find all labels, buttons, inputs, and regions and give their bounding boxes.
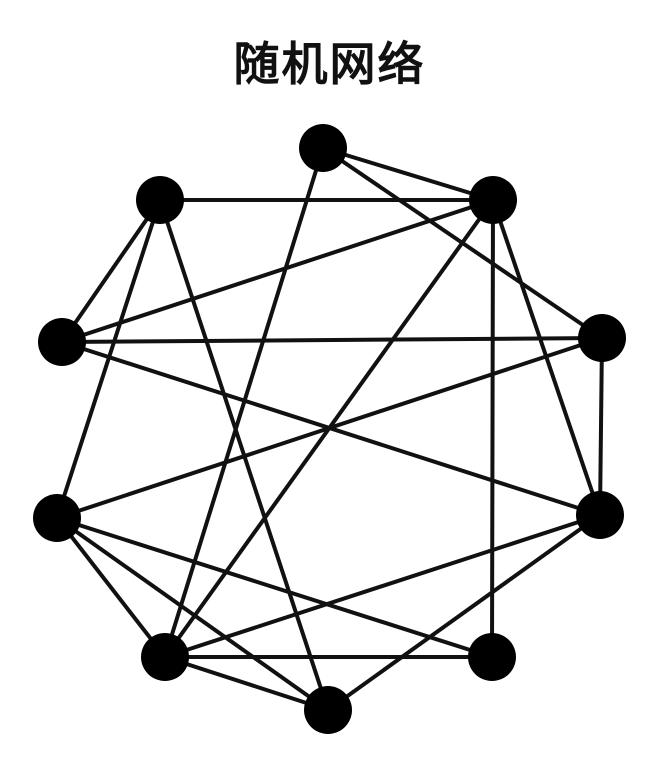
edges-layer bbox=[55, 146, 604, 712]
edge-upper-right--bottom-right bbox=[490, 198, 495, 659]
edge-mid-right--lower-right bbox=[598, 336, 604, 517]
nodes-layer bbox=[33, 124, 626, 734]
edge-lower-left--bottom-left bbox=[55, 516, 167, 659]
diagram-title: 随机网络 bbox=[233, 37, 426, 91]
node-top bbox=[299, 124, 347, 172]
edge-mid-right--lower-left bbox=[55, 336, 604, 520]
edge-upper-left--mid-left bbox=[60, 198, 162, 344]
node-mid-left bbox=[38, 318, 86, 366]
edge-lower-left--bottom-right bbox=[55, 516, 494, 659]
edge-lower-left--bottom bbox=[55, 516, 330, 712]
edge-upper-right--mid-left bbox=[60, 198, 495, 344]
node-upper-right bbox=[469, 176, 517, 224]
edge-lower-right--bottom bbox=[326, 513, 602, 712]
node-lower-right bbox=[576, 491, 624, 539]
edge-lower-right--bottom-left bbox=[163, 513, 602, 659]
node-mid-right bbox=[578, 314, 626, 362]
edge-top--upper-right bbox=[321, 146, 495, 202]
node-upper-left bbox=[136, 176, 184, 224]
node-bottom-right bbox=[468, 633, 516, 681]
node-bottom bbox=[304, 686, 352, 734]
node-bottom-left bbox=[141, 633, 189, 681]
edge-bottom-left--bottom bbox=[163, 655, 330, 712]
node-lower-left bbox=[33, 494, 81, 542]
edge-mid-left--mid-right bbox=[60, 336, 604, 344]
